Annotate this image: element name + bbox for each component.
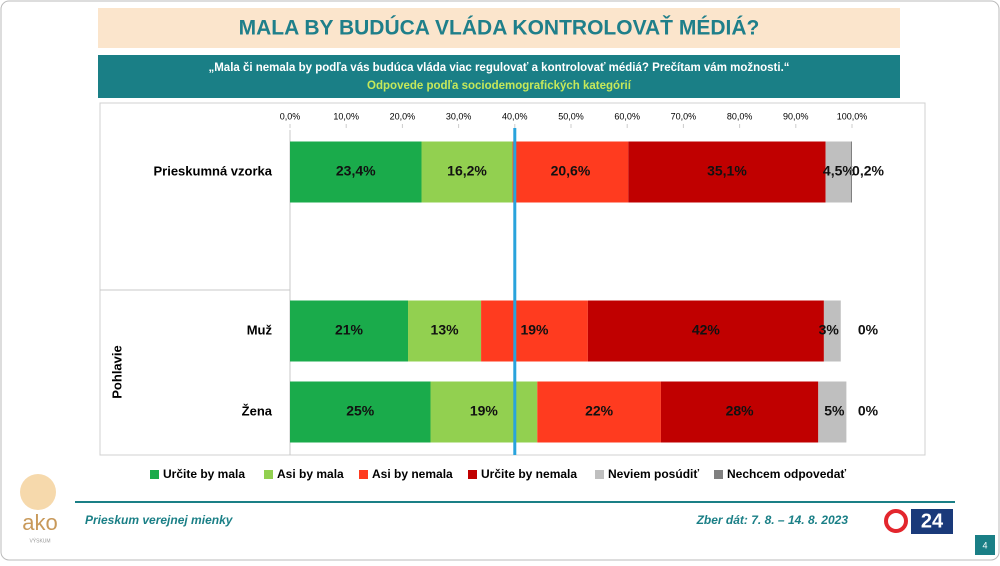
bar-segment [430,381,538,443]
value-label: 20,6% [551,163,591,179]
value-label: 25% [346,403,375,419]
legend-label: Asi by nemala [372,467,453,481]
x-tick-label: 90,0% [783,111,809,121]
legend-swatch [264,470,273,479]
plot-frame [99,102,926,456]
bar-segment [481,300,588,362]
bar-segment [587,300,824,362]
bar-segment [823,300,841,362]
bar-segment [408,300,482,362]
value-label: 21% [335,322,364,338]
x-tick-label: 100,0% [837,111,868,121]
bar-segment [512,141,629,203]
subtitle-box [98,55,900,98]
bar-segment [660,381,819,443]
value-label: 42% [692,322,721,338]
x-tick-label: 70,0% [671,111,697,121]
legend-swatch [595,470,604,479]
page-number: 4 [982,540,987,550]
category-label: Prieskumná vzorka [153,163,272,178]
bar-segment [825,141,851,203]
bar-segment [850,141,852,203]
logo-head [20,474,56,510]
legend-label: Neviem posúdiť [608,467,699,481]
legend-label: Určite by nemala [481,467,577,481]
tv-logo: 24 [921,510,944,532]
legend-swatch [150,470,159,479]
value-label: 35,1% [707,163,747,179]
value-label: 0% [858,403,879,419]
footer-survey: Prieskum verejnej mienky [85,513,234,527]
logo-text: ako [22,510,57,535]
category-label: Muž [247,322,273,337]
chart-title: MALA BY BUDÚCA VLÁDA KONTROLOVAŤ MÉDIÁ? [239,16,760,40]
value-label: 23,4% [336,163,376,179]
x-tick-label: 0,0% [280,111,301,121]
value-label: 28% [726,403,755,419]
title-box [98,8,900,48]
bar-segment [421,141,513,203]
value-label: 5% [824,403,845,419]
bar-segment [290,300,409,362]
x-tick-label: 60,0% [614,111,640,121]
value-label: 19% [520,322,549,338]
value-label: 13% [431,322,460,338]
subtitle: „Mala či nemala by podľa vás budúca vlád… [208,62,789,74]
x-tick-label: 80,0% [727,111,753,121]
category-label: Žena [242,403,273,418]
group-label: Pohlavie [109,345,124,398]
page-box [975,535,995,555]
legend-swatch [468,470,477,479]
value-label: 0% [858,322,879,338]
x-tick-label: 50,0% [558,111,584,121]
value-label: 19% [470,403,499,419]
bar-segment [290,381,431,443]
bar-segment [818,381,847,443]
tv-logo-box [911,509,953,534]
value-label: 22% [585,403,614,419]
logo-tagline: VÝSKUM [29,537,50,544]
value-label: 16,2% [447,163,487,179]
legend-label: Nechcem odpovedať [727,467,846,481]
value-label: 4,5% [823,163,855,179]
subtitle2: Odpovede podľa sociodemografických kateg… [367,80,632,92]
legend-swatch [714,470,723,479]
legend-label: Asi by mala [277,467,344,481]
x-tick-label: 40,0% [502,111,528,121]
value-label: 3% [819,322,840,338]
bar-segment [628,141,826,203]
legend-label: Určite by mala [163,467,245,481]
footer-dates: Zber dát: 7. 8. – 14. 8. 2023 [696,513,849,527]
value-label: 0,2% [852,163,884,179]
x-tick-label: 30,0% [446,111,472,121]
legend-swatch [359,470,368,479]
bar-segment [290,141,422,203]
x-tick-label: 10,0% [333,111,359,121]
x-tick-label: 20,0% [390,111,416,121]
bar-segment [537,381,661,443]
tv-logo-ring [884,509,908,533]
